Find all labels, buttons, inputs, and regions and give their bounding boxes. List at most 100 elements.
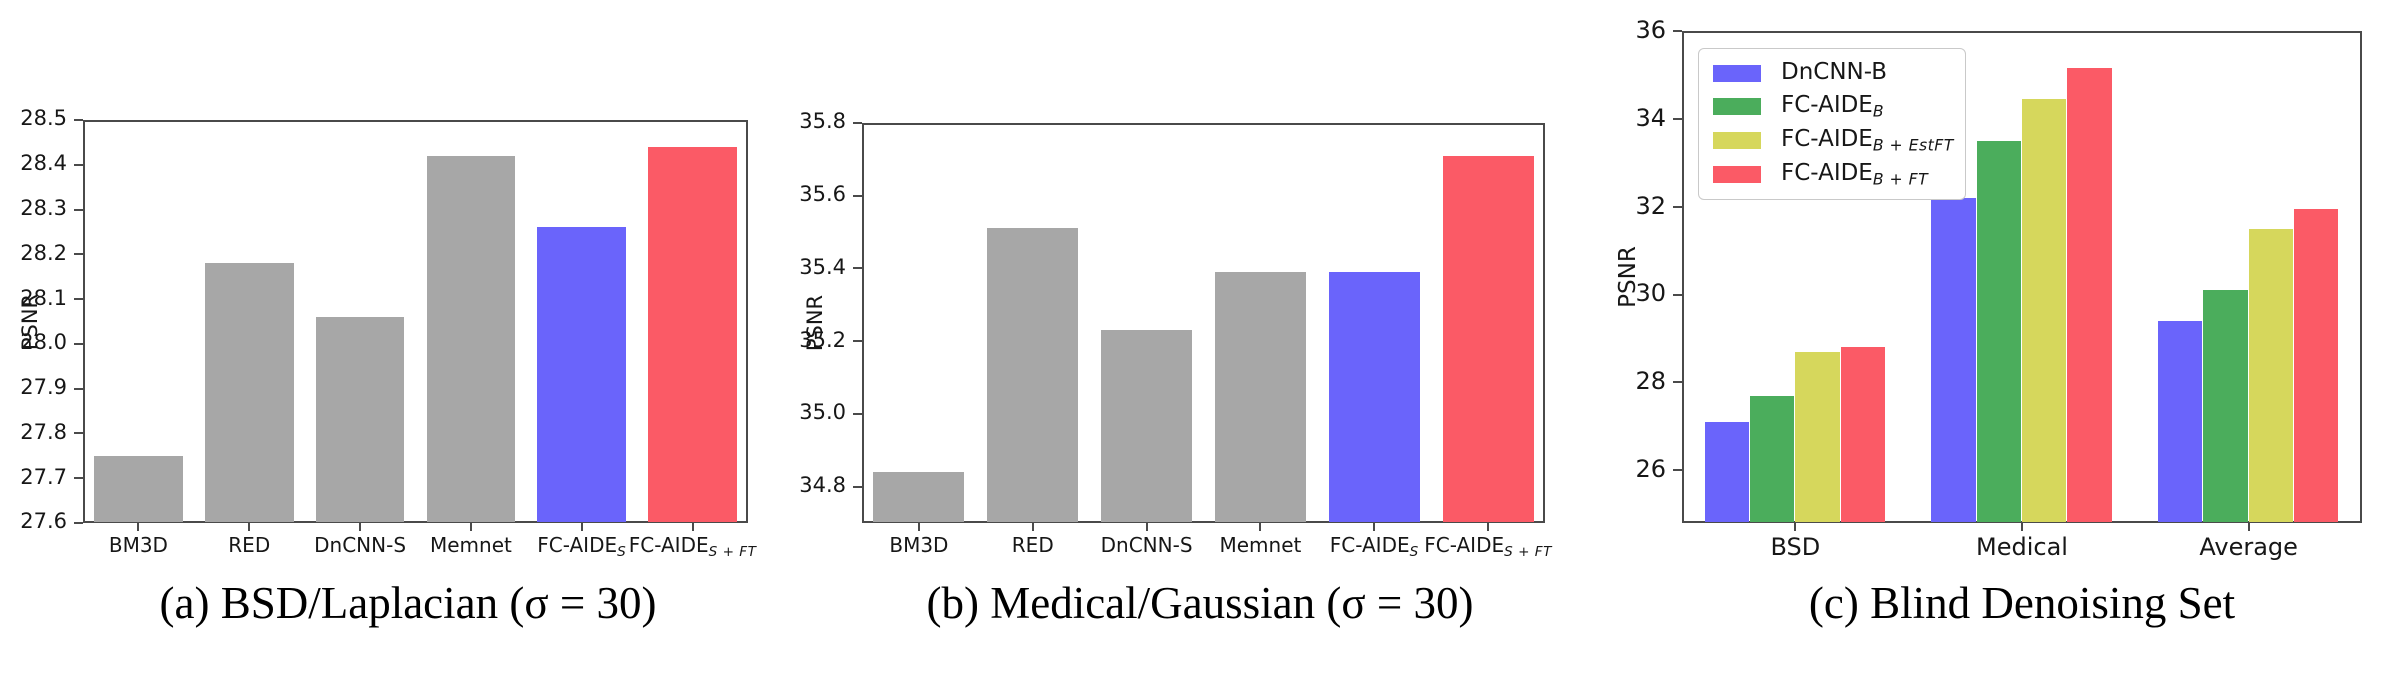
y-tick xyxy=(74,432,83,435)
bar-4 xyxy=(1328,272,1420,522)
bar-1 xyxy=(204,263,294,522)
legend-swatch xyxy=(1713,64,1761,82)
y-tick xyxy=(1673,205,1682,208)
x-tick xyxy=(1031,523,1034,531)
y-tick-label: 28.5 xyxy=(20,106,67,131)
x-tick-label: DnCNN-S xyxy=(314,533,407,557)
legend-item: DnCNN-B xyxy=(1713,58,1951,88)
label-subscript: B + EstFT xyxy=(1872,135,1954,155)
legend-item: FC-AIDEB xyxy=(1713,91,1951,122)
y-tick-label: 26 xyxy=(1635,455,1666,484)
y-tick xyxy=(74,208,83,211)
y-tick-label: 34 xyxy=(1635,103,1666,132)
bar-5 xyxy=(648,146,737,522)
bar-bsd-2 xyxy=(1795,351,1840,522)
x-tick xyxy=(580,523,583,531)
y-tick-label: 28 xyxy=(1635,367,1666,396)
y-tick-label: 35.6 xyxy=(799,182,846,207)
plot-frame xyxy=(862,123,1545,523)
x-tick-label: RED xyxy=(228,533,271,557)
legend-label: FC-AIDEB + FT xyxy=(1781,160,1929,189)
y-tick-label: 27.8 xyxy=(20,419,67,444)
bar-1 xyxy=(987,228,1079,522)
bar-2 xyxy=(315,317,405,522)
x-tick-label: FC-AIDES xyxy=(1329,533,1419,560)
x-tick-label: Average xyxy=(2199,533,2298,561)
y-tick xyxy=(1673,293,1682,296)
y-tick xyxy=(1673,469,1682,472)
bar-5 xyxy=(1442,155,1534,522)
label-subscript: S xyxy=(617,543,627,560)
plot-frame xyxy=(1682,31,2362,523)
y-tick-label: 28.2 xyxy=(20,240,67,265)
plot-frame xyxy=(83,120,748,523)
y-tick-label: 28.4 xyxy=(20,151,67,176)
y-tick-label: 32 xyxy=(1635,191,1666,220)
y-tick-label: 27.9 xyxy=(20,375,67,400)
x-tick xyxy=(1259,523,1262,531)
bar-average-1 xyxy=(2203,290,2248,522)
x-tick-label: BM3D xyxy=(108,533,168,557)
y-tick xyxy=(1673,30,1682,32)
y-tick-label: 35.8 xyxy=(799,109,846,134)
legend-item: FC-AIDEB + FT xyxy=(1713,159,1951,190)
x-tick xyxy=(1487,523,1490,531)
bar-2 xyxy=(1101,330,1193,522)
label-subscript: B xyxy=(1872,101,1885,121)
legend-label: DnCNN-B xyxy=(1781,59,1888,86)
y-tick xyxy=(853,485,862,488)
y-tick-label: 35.0 xyxy=(799,400,846,425)
bar-average-3 xyxy=(2294,208,2339,522)
x-tick-label: FC-AIDES + FT xyxy=(1424,533,1552,560)
x-tick xyxy=(691,523,694,531)
y-tick xyxy=(853,412,862,415)
subcaption-b: (b) Medical/Gaussian (σ = 30) xyxy=(926,578,1474,628)
x-tick-label: Medical xyxy=(1976,533,2068,561)
y-tick xyxy=(74,298,83,301)
x-tick-label: Memnet xyxy=(429,533,512,557)
bar-average-0 xyxy=(2158,320,2203,522)
x-tick xyxy=(469,523,472,531)
y-tick xyxy=(1673,381,1682,384)
legend-swatch xyxy=(1713,165,1761,183)
x-tick xyxy=(2021,523,2023,531)
x-tick-label: RED xyxy=(1011,533,1054,557)
bar-4 xyxy=(537,227,627,522)
x-tick-label: BM3D xyxy=(889,533,949,557)
y-axis-label: PSNR xyxy=(1615,246,1641,308)
y-tick-label: 28.1 xyxy=(20,285,67,310)
label-subscript: S + FT xyxy=(1504,543,1552,560)
label-subscript: S + FT xyxy=(708,543,757,560)
x-tick-label: Memnet xyxy=(1219,533,1302,557)
y-tick-label: 34.8 xyxy=(799,473,846,498)
legend-label: FC-AIDEB + EstFT xyxy=(1781,126,1954,155)
x-tick-label: FC-AIDES + FT xyxy=(628,533,757,560)
bar-medical-3 xyxy=(2067,68,2112,522)
y-tick xyxy=(853,122,862,124)
bar-medical-1 xyxy=(1976,140,2021,522)
x-tick xyxy=(1145,523,1148,531)
x-tick-label: FC-AIDES xyxy=(537,533,627,560)
x-tick xyxy=(917,523,920,531)
legend-label: FC-AIDEB xyxy=(1781,92,1885,121)
bar-3 xyxy=(1214,272,1306,522)
y-tick-label: 28.0 xyxy=(20,330,67,355)
subcaption-a: (a) BSD/Laplacian (σ = 30) xyxy=(159,578,657,628)
y-tick-label: 27.7 xyxy=(20,464,67,489)
y-tick-label: 30 xyxy=(1635,279,1666,308)
y-axis-label: PSNR xyxy=(803,294,827,352)
x-tick xyxy=(359,523,362,531)
bar-medical-2 xyxy=(2022,99,2067,522)
y-tick xyxy=(74,522,83,524)
x-tick-label: BSD xyxy=(1770,533,1821,561)
y-tick-label: 27.6 xyxy=(20,509,67,534)
bar-0 xyxy=(873,472,965,522)
x-tick xyxy=(2247,523,2250,531)
y-tick-label: 35.4 xyxy=(799,254,846,279)
x-tick-label: DnCNN-S xyxy=(1100,533,1193,557)
legend-box: DnCNN-B FC-AIDEB FC-AIDEB + EstFT FC-AIDEB … xyxy=(1698,48,1966,200)
y-tick xyxy=(74,477,83,480)
subcaption-c: (c) Blind Denoising Set xyxy=(1808,578,2236,628)
label-subscript: S xyxy=(1409,543,1419,560)
bar-average-2 xyxy=(2248,228,2293,522)
